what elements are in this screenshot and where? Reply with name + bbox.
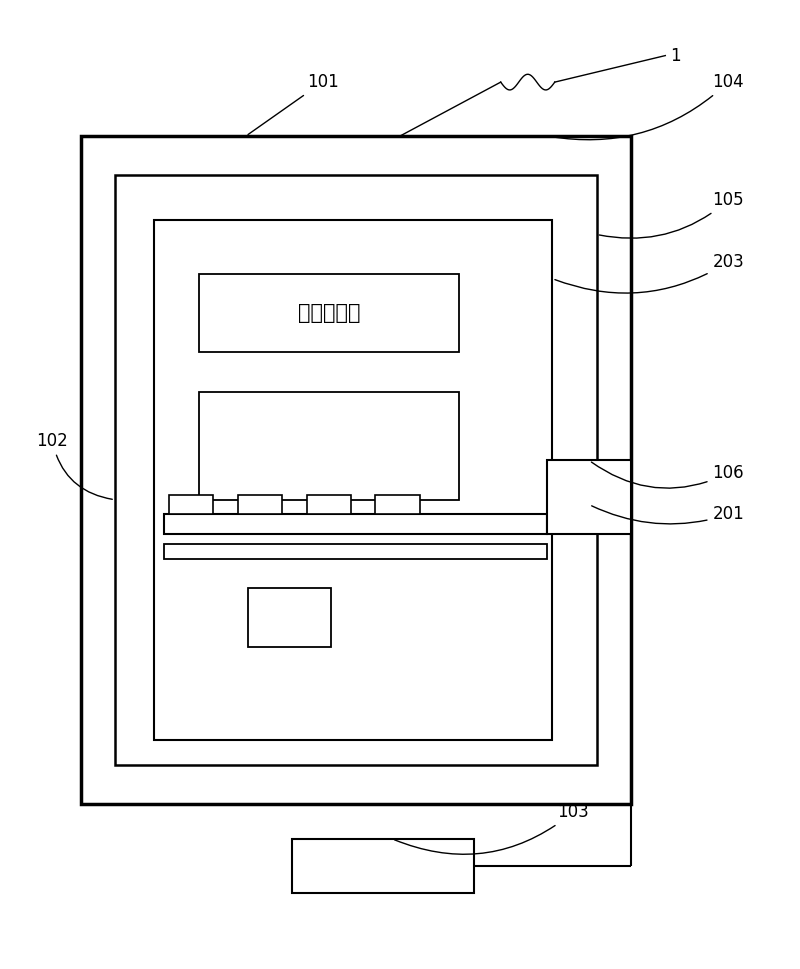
Bar [198,391,459,500]
Bar [164,515,547,534]
Bar [164,544,547,559]
Text: 103: 103 [394,803,589,855]
Bar [81,137,631,804]
Text: 105: 105 [599,191,744,238]
Text: 102: 102 [37,432,112,499]
Bar [306,495,351,515]
Bar [198,273,459,353]
Bar [248,588,331,647]
Text: 1: 1 [670,47,681,65]
Bar [375,495,420,515]
Bar [115,175,597,766]
Bar [547,460,631,534]
Text: 104: 104 [551,73,744,140]
Text: 106: 106 [591,462,744,488]
Bar [238,495,282,515]
Text: 101: 101 [248,73,338,135]
Bar [169,495,214,515]
Text: 203: 203 [555,253,744,293]
Text: 201: 201 [592,506,744,524]
Text: 温度传感器: 温度传感器 [298,303,360,323]
Bar [154,220,552,740]
Bar [292,839,474,892]
